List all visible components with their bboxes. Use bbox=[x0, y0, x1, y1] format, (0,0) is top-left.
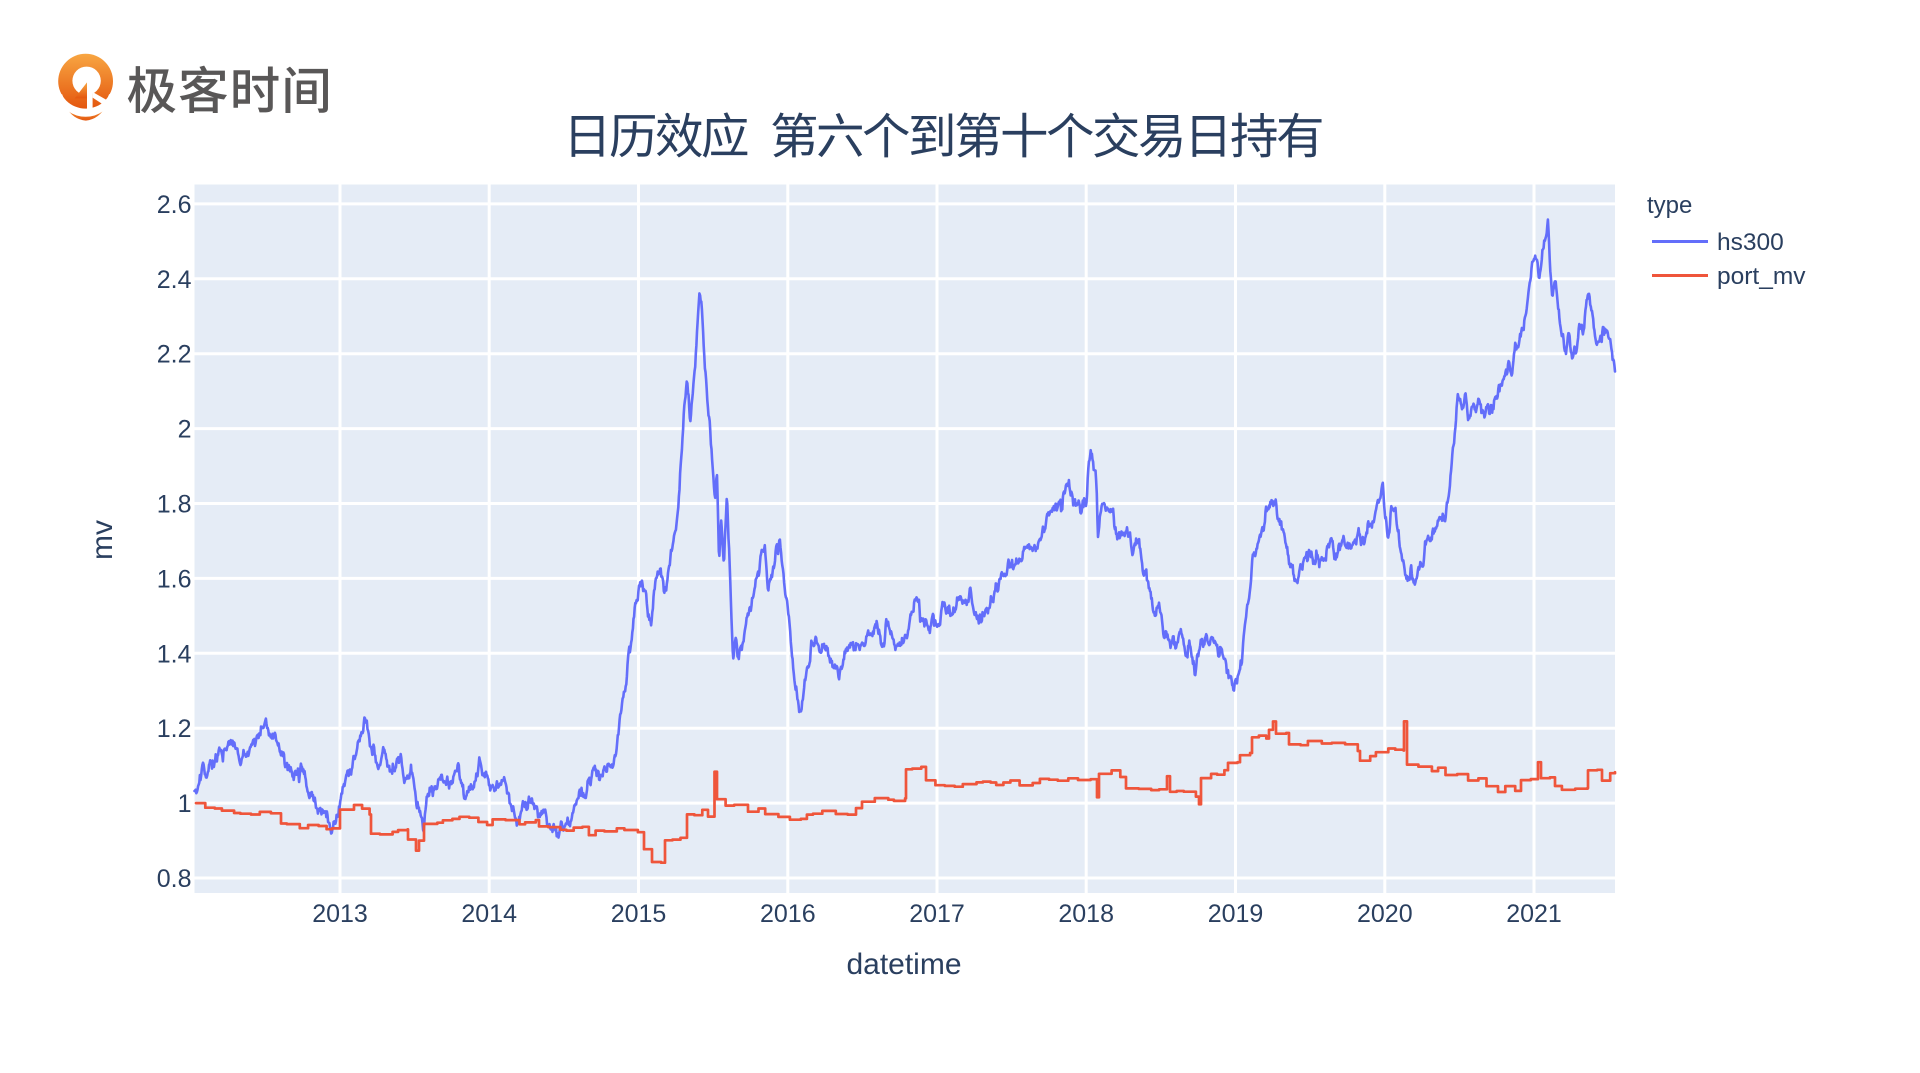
svg-text:port_mv: port_mv bbox=[1717, 263, 1806, 290]
svg-text:1.6: 1.6 bbox=[157, 565, 192, 593]
svg-text:2019: 2019 bbox=[1208, 900, 1264, 928]
svg-text:2.6: 2.6 bbox=[157, 191, 192, 219]
svg-text:2020: 2020 bbox=[1357, 900, 1413, 928]
svg-text:type: type bbox=[1647, 192, 1692, 219]
svg-text:2021: 2021 bbox=[1506, 900, 1562, 928]
svg-text:datetime: datetime bbox=[846, 948, 961, 981]
svg-text:2018: 2018 bbox=[1058, 900, 1114, 928]
svg-text:2: 2 bbox=[178, 416, 192, 444]
svg-text:2016: 2016 bbox=[760, 900, 816, 928]
svg-text:1: 1 bbox=[178, 790, 192, 818]
svg-text:2017: 2017 bbox=[909, 900, 965, 928]
svg-text:mv: mv bbox=[86, 520, 119, 560]
svg-text:2.2: 2.2 bbox=[157, 341, 192, 369]
svg-text:1.8: 1.8 bbox=[157, 491, 192, 519]
svg-text:1.2: 1.2 bbox=[157, 715, 192, 743]
svg-text:2014: 2014 bbox=[461, 900, 517, 928]
svg-text:2.4: 2.4 bbox=[157, 266, 192, 294]
svg-text:hs300: hs300 bbox=[1717, 229, 1784, 256]
svg-text:2013: 2013 bbox=[312, 900, 368, 928]
svg-text:1.4: 1.4 bbox=[157, 640, 192, 668]
svg-text:2015: 2015 bbox=[611, 900, 667, 928]
svg-text:0.8: 0.8 bbox=[157, 865, 192, 893]
